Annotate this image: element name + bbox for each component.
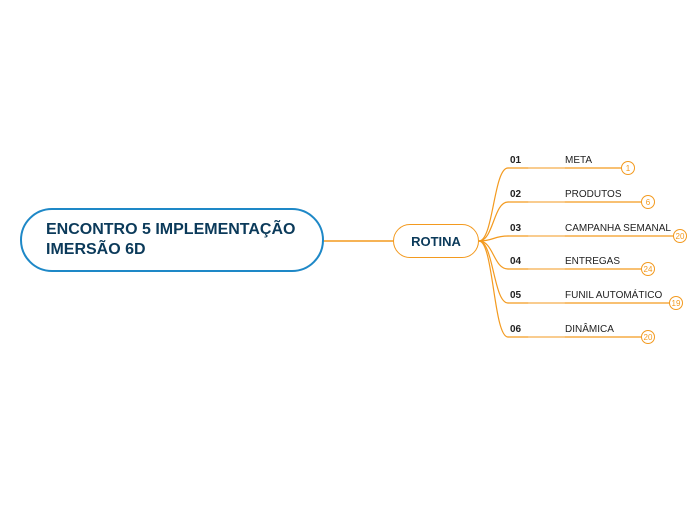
count-badge: 1 [621, 161, 635, 175]
item-label: META [565, 155, 592, 166]
item-label: ENTREGAS [565, 256, 620, 267]
item-label: FUNIL AUTOMÁTICO [565, 290, 662, 301]
item-number: 05 [510, 290, 521, 301]
root-node: ENCONTRO 5 IMPLEMENTAÇÃO IMERSÃO 6D [20, 208, 324, 272]
root-node-label: ENCONTRO 5 IMPLEMENTAÇÃO IMERSÃO 6D [46, 220, 298, 260]
item-number: 02 [510, 189, 521, 200]
center-node-label: ROTINA [411, 234, 461, 249]
item-label: PRODUTOS [565, 189, 622, 200]
count-badge: 6 [641, 195, 655, 209]
item-number: 03 [510, 223, 521, 234]
item-number: 06 [510, 324, 521, 335]
item-label: DINÂMICA [565, 324, 614, 335]
count-badge: 19 [669, 296, 683, 310]
count-badge: 24 [641, 262, 655, 276]
item-number: 01 [510, 155, 521, 166]
item-label: CAMPANHA SEMANAL [565, 223, 671, 234]
count-badge: 20 [641, 330, 655, 344]
count-badge: 20 [673, 229, 687, 243]
center-node: ROTINA [393, 224, 479, 258]
item-number: 04 [510, 256, 521, 267]
